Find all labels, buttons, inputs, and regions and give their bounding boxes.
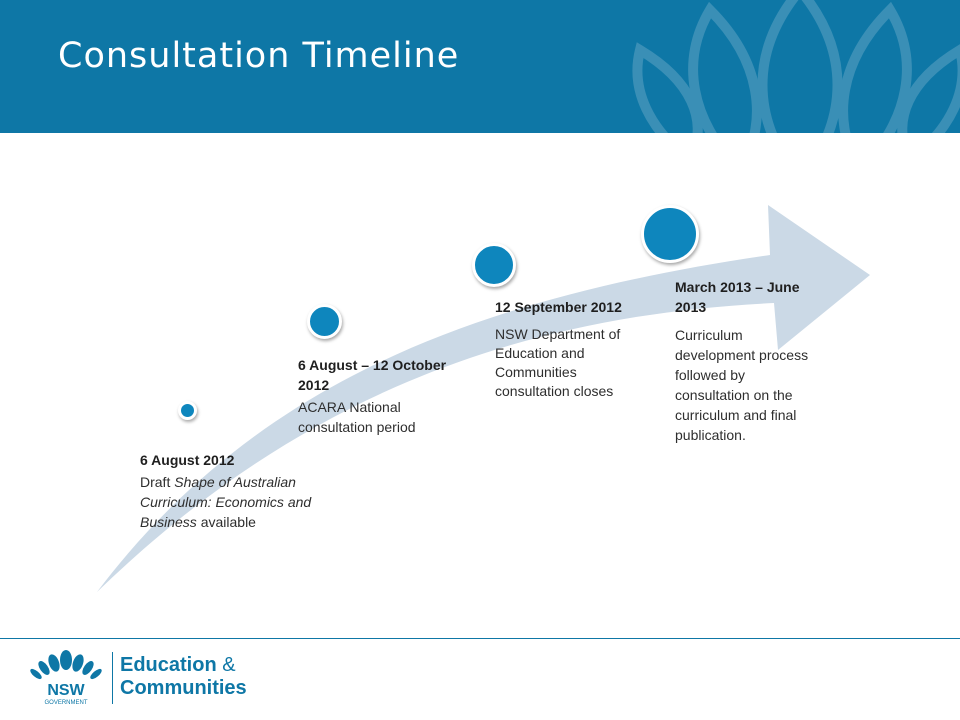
milestone-date: March 2013 – June 2013 <box>675 279 800 315</box>
milestone-dot-4 <box>641 205 699 263</box>
milestone-description: NSW Department of Education and Communit… <box>495 326 621 399</box>
waratah-watermark-icon <box>632 0 960 133</box>
logo-divider <box>112 652 113 704</box>
svg-text:GOVERNMENT: GOVERNMENT <box>44 700 87 706</box>
nsw-waratah-icon: NSW GOVERNMENT <box>30 650 102 706</box>
milestone-3: 12 September 2012 NSW Department of Educ… <box>495 297 635 401</box>
milestone-4: March 2013 – June 2013 Curriculum develo… <box>675 277 815 445</box>
page-title: Consultation Timeline <box>58 36 460 76</box>
milestone-dot-3 <box>472 243 516 287</box>
milestone-date: 12 September 2012 <box>495 299 622 315</box>
milestone-dot-2 <box>307 304 342 339</box>
slide-header: Consultation Timeline <box>0 0 960 133</box>
milestone-dot-1 <box>178 401 197 420</box>
footer-divider <box>0 638 960 639</box>
milestone-2: 6 August – 12 October 2012 ACARA Nationa… <box>298 355 458 437</box>
nsw-logo: NSW GOVERNMENT Education & Communities <box>26 648 247 706</box>
svg-text:NSW: NSW <box>47 682 85 699</box>
milestone-description: Curriculum development process followed … <box>675 327 809 443</box>
milestone-description: Draft Shape of Australian Curriculum: Ec… <box>140 474 312 530</box>
department-name: Education & Communities <box>120 654 247 699</box>
milestone-description: ACARA National consultation period <box>298 399 416 435</box>
milestone-date: 6 August 2012 <box>140 452 235 468</box>
milestone-date: 6 August – 12 October 2012 <box>298 357 447 393</box>
milestone-1: 6 August 2012 Draft Shape of Australian … <box>140 450 340 532</box>
